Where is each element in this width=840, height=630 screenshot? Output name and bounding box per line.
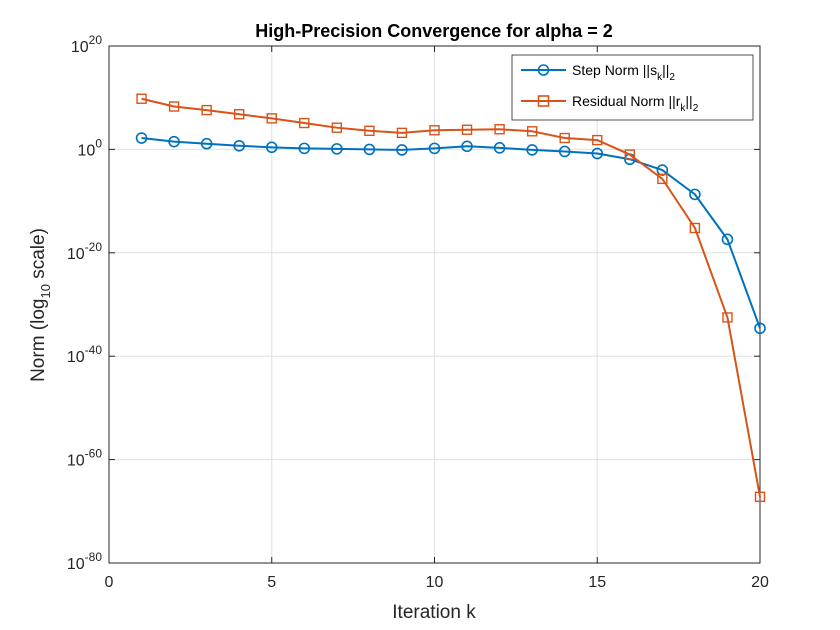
legend-label-residual-sub: k bbox=[680, 103, 686, 114]
data-point bbox=[592, 134, 603, 146]
data-point bbox=[200, 137, 213, 150]
legend-label-residual: Residual Norm ||rk||2 bbox=[572, 93, 699, 114]
data-point bbox=[298, 142, 311, 155]
y-tick-exponent: 0 bbox=[95, 136, 102, 150]
x-tick-label: 0 bbox=[105, 574, 114, 591]
y-tick-base: 10 bbox=[67, 349, 85, 366]
data-point bbox=[364, 125, 375, 136]
y-tick-exponent: -40 bbox=[85, 343, 103, 357]
data-point bbox=[396, 127, 408, 139]
legend-label-residual-sub2: 2 bbox=[693, 103, 699, 114]
data-point bbox=[428, 142, 441, 155]
data-point bbox=[233, 139, 245, 152]
data-point bbox=[135, 132, 148, 144]
y-tick-label: 1020 bbox=[71, 33, 102, 56]
legend-label-residual-bars: || bbox=[685, 93, 692, 109]
x-tick-label: 10 bbox=[426, 574, 444, 591]
grid bbox=[109, 46, 760, 563]
data-point bbox=[429, 125, 440, 136]
data-point bbox=[396, 144, 408, 156]
data-point bbox=[526, 144, 538, 156]
data-point bbox=[754, 491, 766, 503]
legend: Step Norm ||sk||2 Residual Norm ||rk||2 bbox=[511, 54, 754, 121]
data-point bbox=[493, 142, 506, 154]
data-point bbox=[656, 164, 669, 176]
series-residual-norm bbox=[136, 93, 766, 503]
data-point bbox=[657, 173, 668, 185]
y-tick-base: 10 bbox=[67, 246, 85, 263]
y-axis-label: Norm (log10 scale) bbox=[28, 228, 53, 382]
y-tick-label: 10-60 bbox=[67, 447, 102, 470]
legend-marker-step bbox=[537, 64, 550, 76]
chart-title: High-Precision Convergence for alpha = 2 bbox=[255, 21, 613, 41]
y-tick-exponent: -80 bbox=[85, 550, 103, 564]
data-point bbox=[721, 233, 734, 246]
series-step-norm bbox=[135, 132, 766, 335]
data-point bbox=[168, 101, 180, 112]
y-tick-base: 10 bbox=[71, 39, 89, 56]
data-point bbox=[526, 126, 538, 137]
data-point bbox=[201, 104, 212, 116]
data-point bbox=[689, 188, 701, 201]
y-tick-exponent: 20 bbox=[89, 33, 103, 47]
legend-label-step: Step Norm ||sk||2 bbox=[572, 62, 675, 83]
axes bbox=[108, 45, 761, 564]
y-tick-label: 10-20 bbox=[67, 240, 102, 263]
data-point bbox=[689, 222, 701, 234]
legend-label-step-main: Step Norm ||s bbox=[572, 62, 657, 78]
legend-box bbox=[511, 54, 754, 121]
data-point bbox=[265, 141, 278, 154]
y-axis-label-main: Norm (log bbox=[28, 299, 49, 382]
data-point bbox=[299, 117, 310, 129]
data-point bbox=[461, 140, 473, 153]
y-tick-exponent: -20 bbox=[85, 240, 103, 254]
x-axis-label: Iteration k bbox=[392, 602, 476, 623]
data-point bbox=[331, 122, 343, 133]
y-tick-base: 10 bbox=[78, 142, 96, 159]
data-point bbox=[233, 109, 245, 120]
y-tick-base: 10 bbox=[67, 453, 85, 470]
data-point bbox=[363, 143, 376, 156]
series bbox=[135, 93, 766, 503]
x-tick-label: 15 bbox=[588, 574, 606, 591]
y-tick-base: 10 bbox=[67, 556, 85, 573]
y-tick-label: 10-80 bbox=[67, 550, 102, 573]
y-axis-label-tail: scale) bbox=[28, 228, 49, 284]
data-point bbox=[558, 145, 571, 158]
data-point bbox=[331, 143, 343, 155]
y-tick-label: 10-40 bbox=[67, 343, 102, 366]
legend-label-step-sub: k bbox=[657, 72, 663, 83]
legend-label-step-sub2: 2 bbox=[669, 72, 675, 83]
data-point bbox=[754, 322, 766, 335]
data-point bbox=[559, 132, 570, 144]
data-point bbox=[136, 93, 147, 104]
y-tick-exponent: -60 bbox=[85, 447, 103, 461]
data-point bbox=[461, 124, 473, 135]
legend-label-step-bars: || bbox=[662, 62, 669, 78]
data-point bbox=[266, 113, 277, 124]
data-point bbox=[722, 312, 733, 323]
x-tick-label: 20 bbox=[751, 574, 769, 591]
y-tick-label: 100 bbox=[78, 136, 103, 159]
data-point bbox=[624, 149, 635, 160]
legend-marker-residual bbox=[537, 95, 550, 107]
legend-label-residual-main: Residual Norm ||r bbox=[572, 93, 681, 109]
series-line bbox=[141, 97, 761, 497]
y-axis-label-sub: 10 bbox=[38, 284, 53, 298]
data-point bbox=[591, 147, 604, 160]
x-tick-label: 5 bbox=[267, 574, 276, 591]
data-point bbox=[494, 124, 505, 135]
data-point bbox=[168, 135, 180, 148]
